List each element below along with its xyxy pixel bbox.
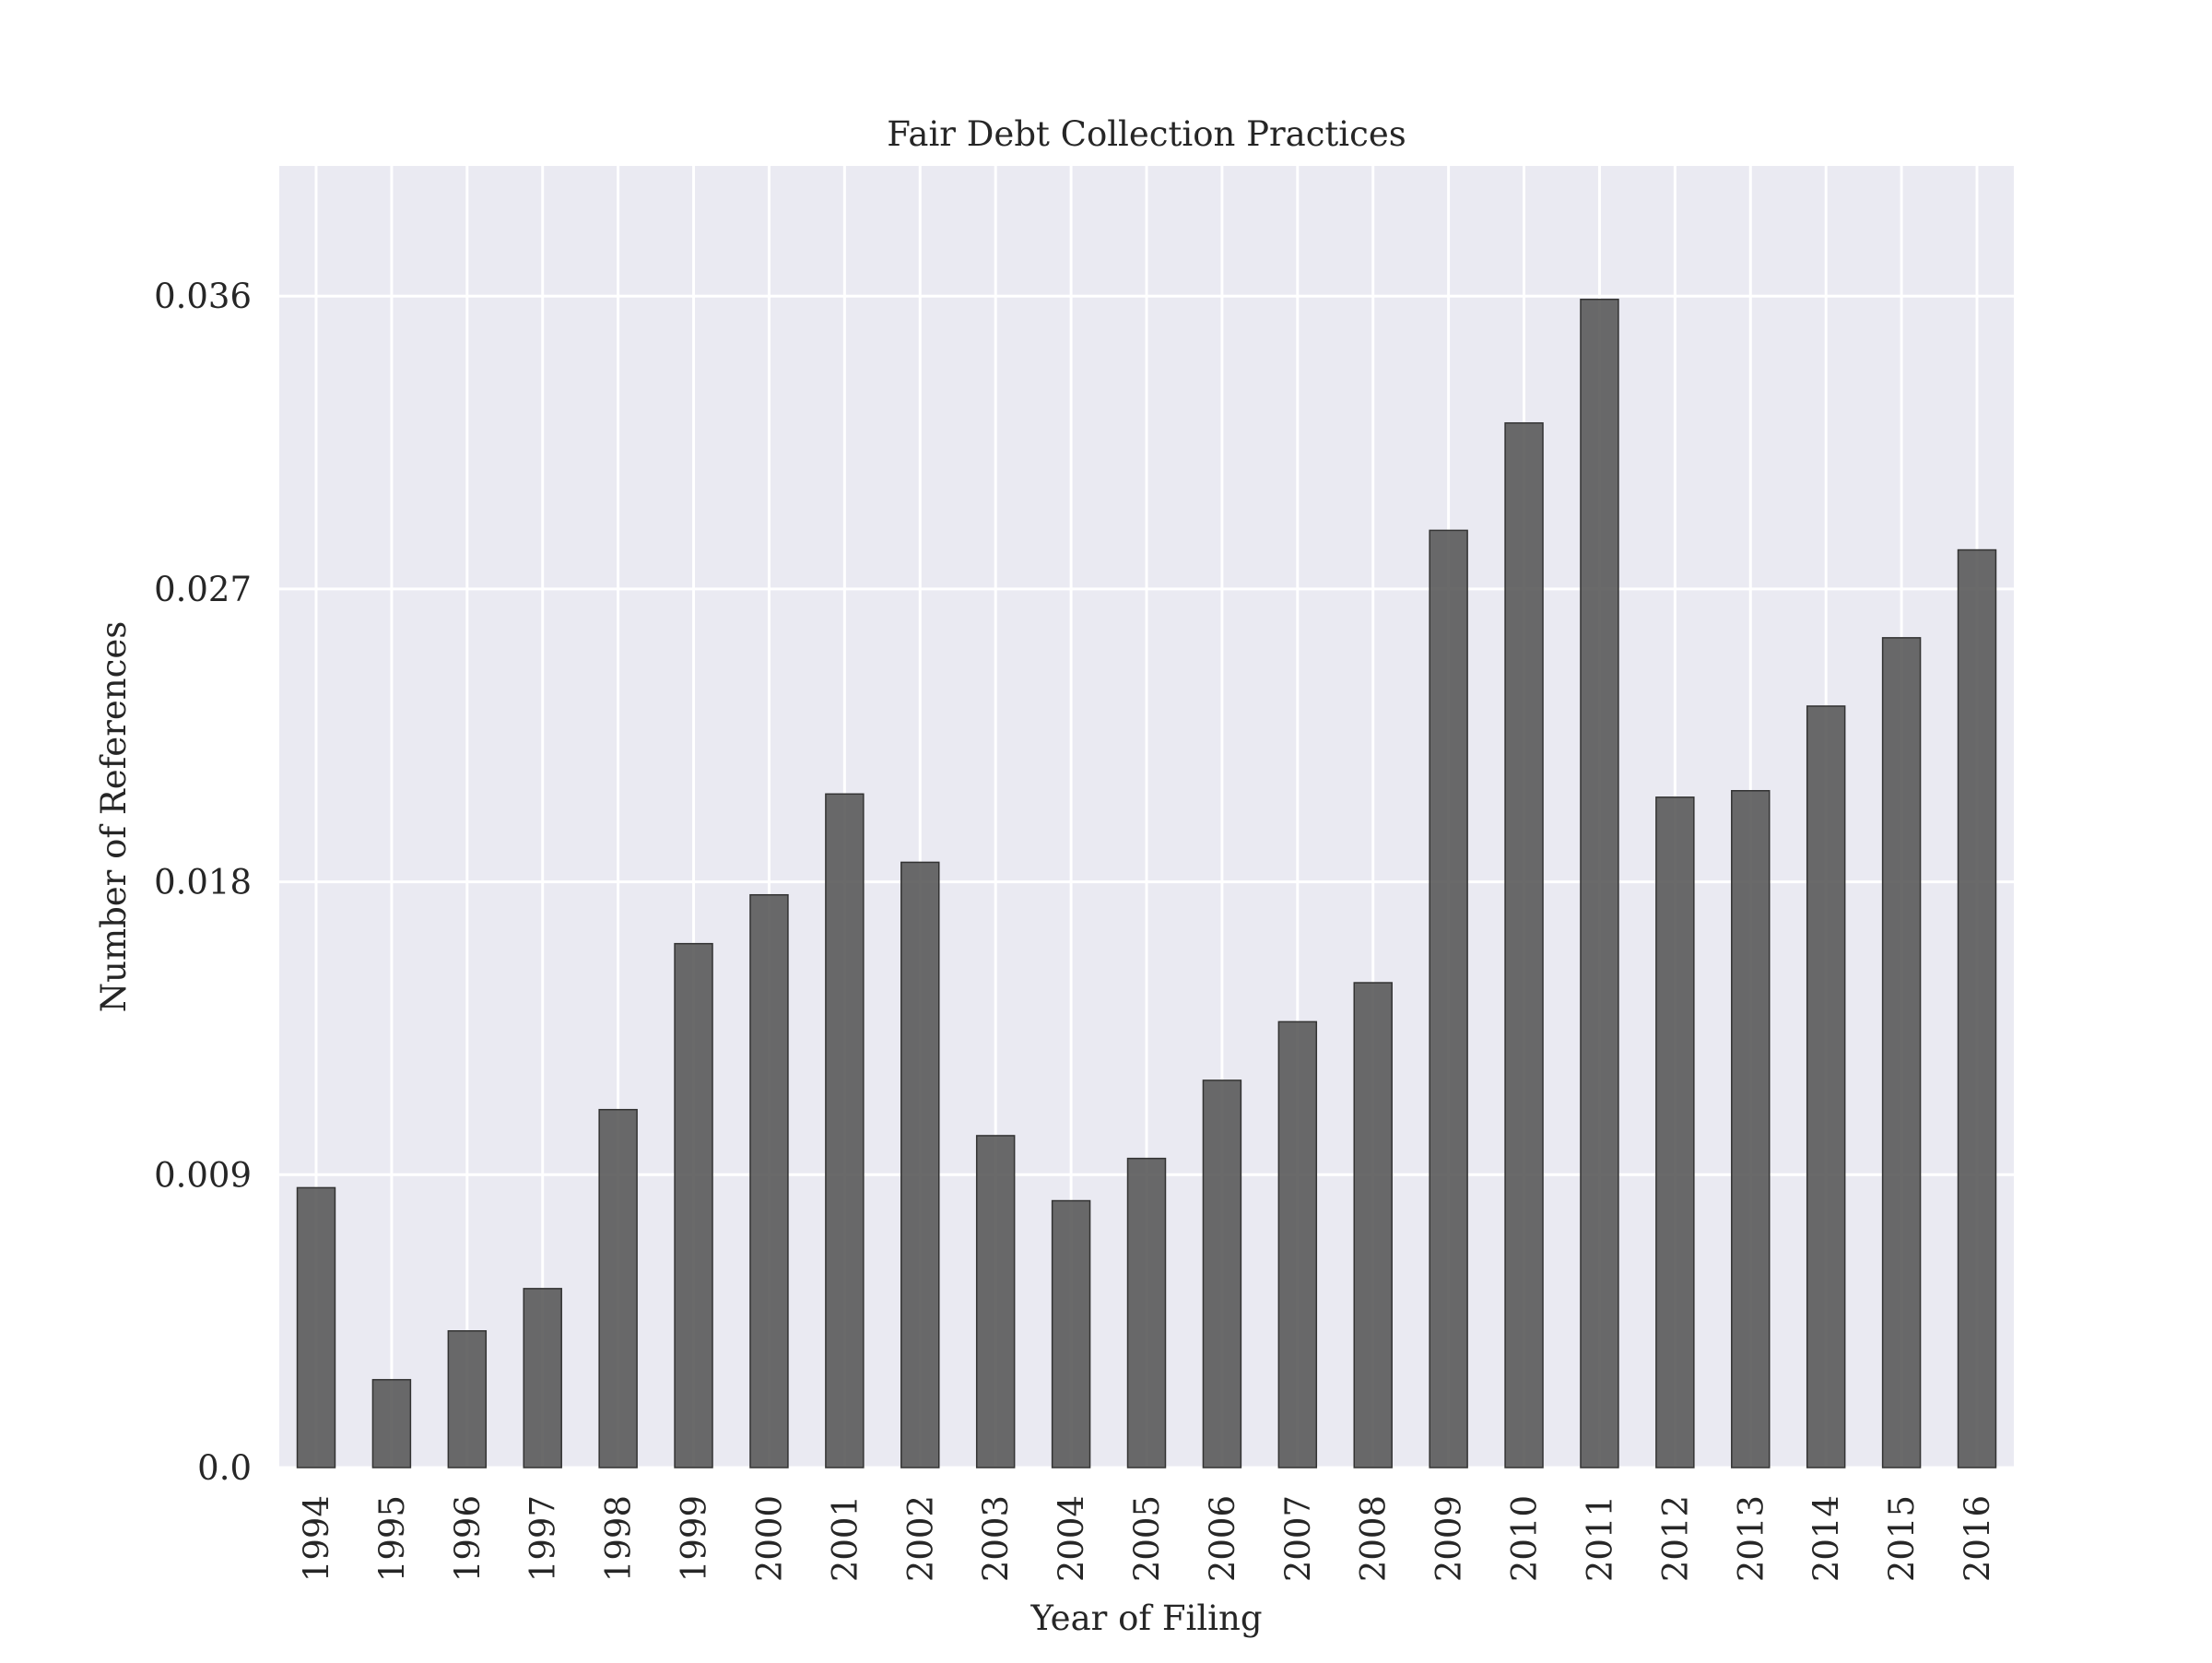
bar-1996 [447,1329,488,1468]
bar-2001 [825,793,865,1468]
bar-2005 [1126,1157,1167,1468]
bar-2007 [1277,1020,1318,1468]
x-tick-label: 1998 [599,1495,639,1582]
y-tick-label: 0.018 [154,863,252,902]
x-tick-label: 2008 [1354,1495,1394,1582]
x-tick-label: 1995 [372,1495,412,1582]
bar-2014 [1806,705,1846,1468]
y-axis-label: Number of References [94,621,134,1012]
bar-2000 [749,893,789,1468]
x-tick-label: 2013 [1731,1495,1771,1582]
bar-2008 [1353,982,1393,1468]
x-tick-label: 2009 [1430,1495,1469,1582]
x-tick-label: 2004 [1052,1495,1091,1582]
x-tick-label: 2005 [1127,1495,1167,1582]
bar-2011 [1580,298,1619,1468]
x-tick-label: 2011 [1580,1495,1619,1582]
bars [296,298,1997,1468]
x-tick-label: 2015 [1882,1495,1922,1582]
bar-1999 [674,942,713,1468]
x-tick-label: 2007 [1278,1495,1318,1582]
bar-1997 [523,1288,562,1468]
bar-2002 [900,861,940,1468]
y-tick-label: 0.027 [154,570,252,609]
y-tick-label: 0.009 [154,1155,252,1195]
bar-2016 [1957,548,1997,1468]
y-tick-label: 0.036 [154,277,252,316]
x-tick-label: 2001 [825,1495,865,1582]
x-tick-label: 2002 [900,1495,940,1582]
y-tick-labels: 0.0 0.009 0.018 0.027 0.036 [154,277,252,1488]
x-tick-label: 2010 [1505,1495,1545,1582]
x-tick-label: 1997 [524,1495,563,1582]
x-tick-label: 1994 [297,1495,336,1582]
x-axis-label: Year of Filing [1030,1598,1262,1638]
x-tick-label: 2016 [1958,1495,1997,1582]
chart-title: Fair Debt Collection Practices [887,114,1406,154]
bar-2013 [1731,790,1771,1468]
x-tick-labels: 1994 1995 1996 1997 1998 1999 2000 2001 2002 2003… [297,1495,1997,1582]
bar-2009 [1429,529,1468,1468]
x-tick-label: 1999 [675,1495,714,1582]
bar-2010 [1504,422,1544,1468]
bar-2006 [1202,1079,1242,1468]
x-tick-label: 1996 [448,1495,488,1582]
bar-2015 [1881,637,1922,1468]
x-tick-label: 2003 [976,1495,1016,1582]
bar-2012 [1655,796,1695,1468]
bar-1998 [598,1108,638,1468]
bar-1994 [296,1186,336,1468]
bar-2004 [1051,1199,1091,1468]
x-tick-label: 2012 [1655,1495,1695,1582]
x-tick-label: 2006 [1203,1495,1242,1582]
x-tick-label: 2014 [1806,1495,1846,1582]
bar-1995 [371,1378,412,1468]
x-tick-label: 2000 [749,1495,789,1582]
y-tick-label: 0.0 [197,1448,252,1488]
bar-2003 [975,1135,1016,1468]
